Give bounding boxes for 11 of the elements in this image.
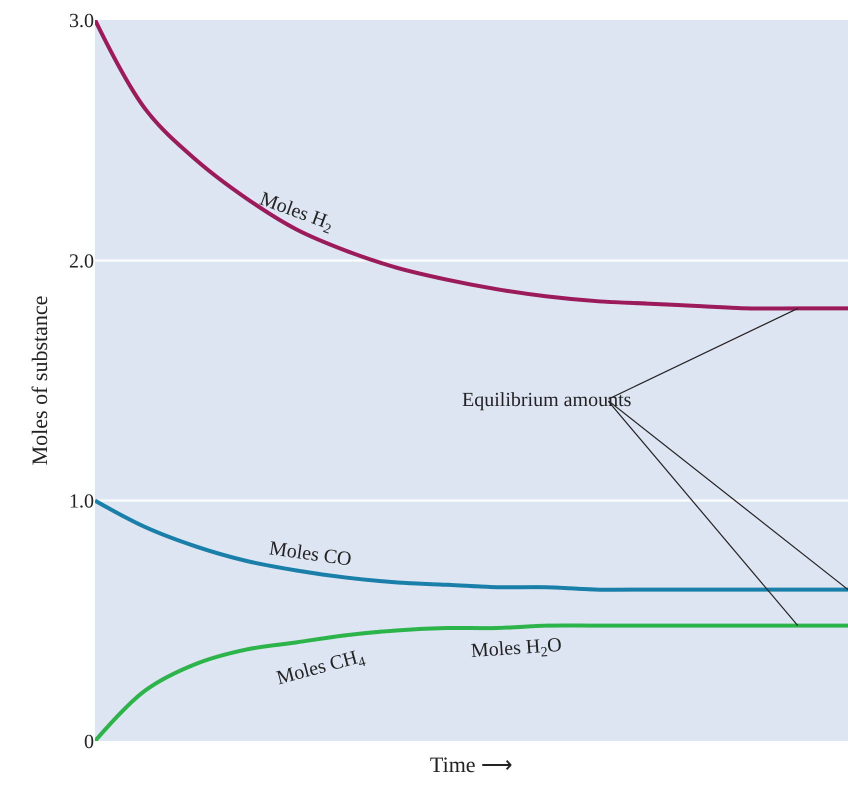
text: Moles CO (268, 537, 353, 571)
line-series (95, 498, 848, 592)
line-series (95, 20, 848, 311)
annotation: Equilibrium amounts (462, 389, 632, 411)
y-axis-title: Moles of substance (26, 296, 52, 466)
x-axis-title: Time ⟶ (430, 752, 514, 777)
y-tick-label: 0 (84, 731, 94, 753)
line-series (95, 623, 848, 741)
y-tick-label: 3.0 (69, 10, 94, 32)
y-tick-label: 2.0 (69, 250, 94, 272)
y-tick-label: 1.0 (69, 490, 94, 513)
